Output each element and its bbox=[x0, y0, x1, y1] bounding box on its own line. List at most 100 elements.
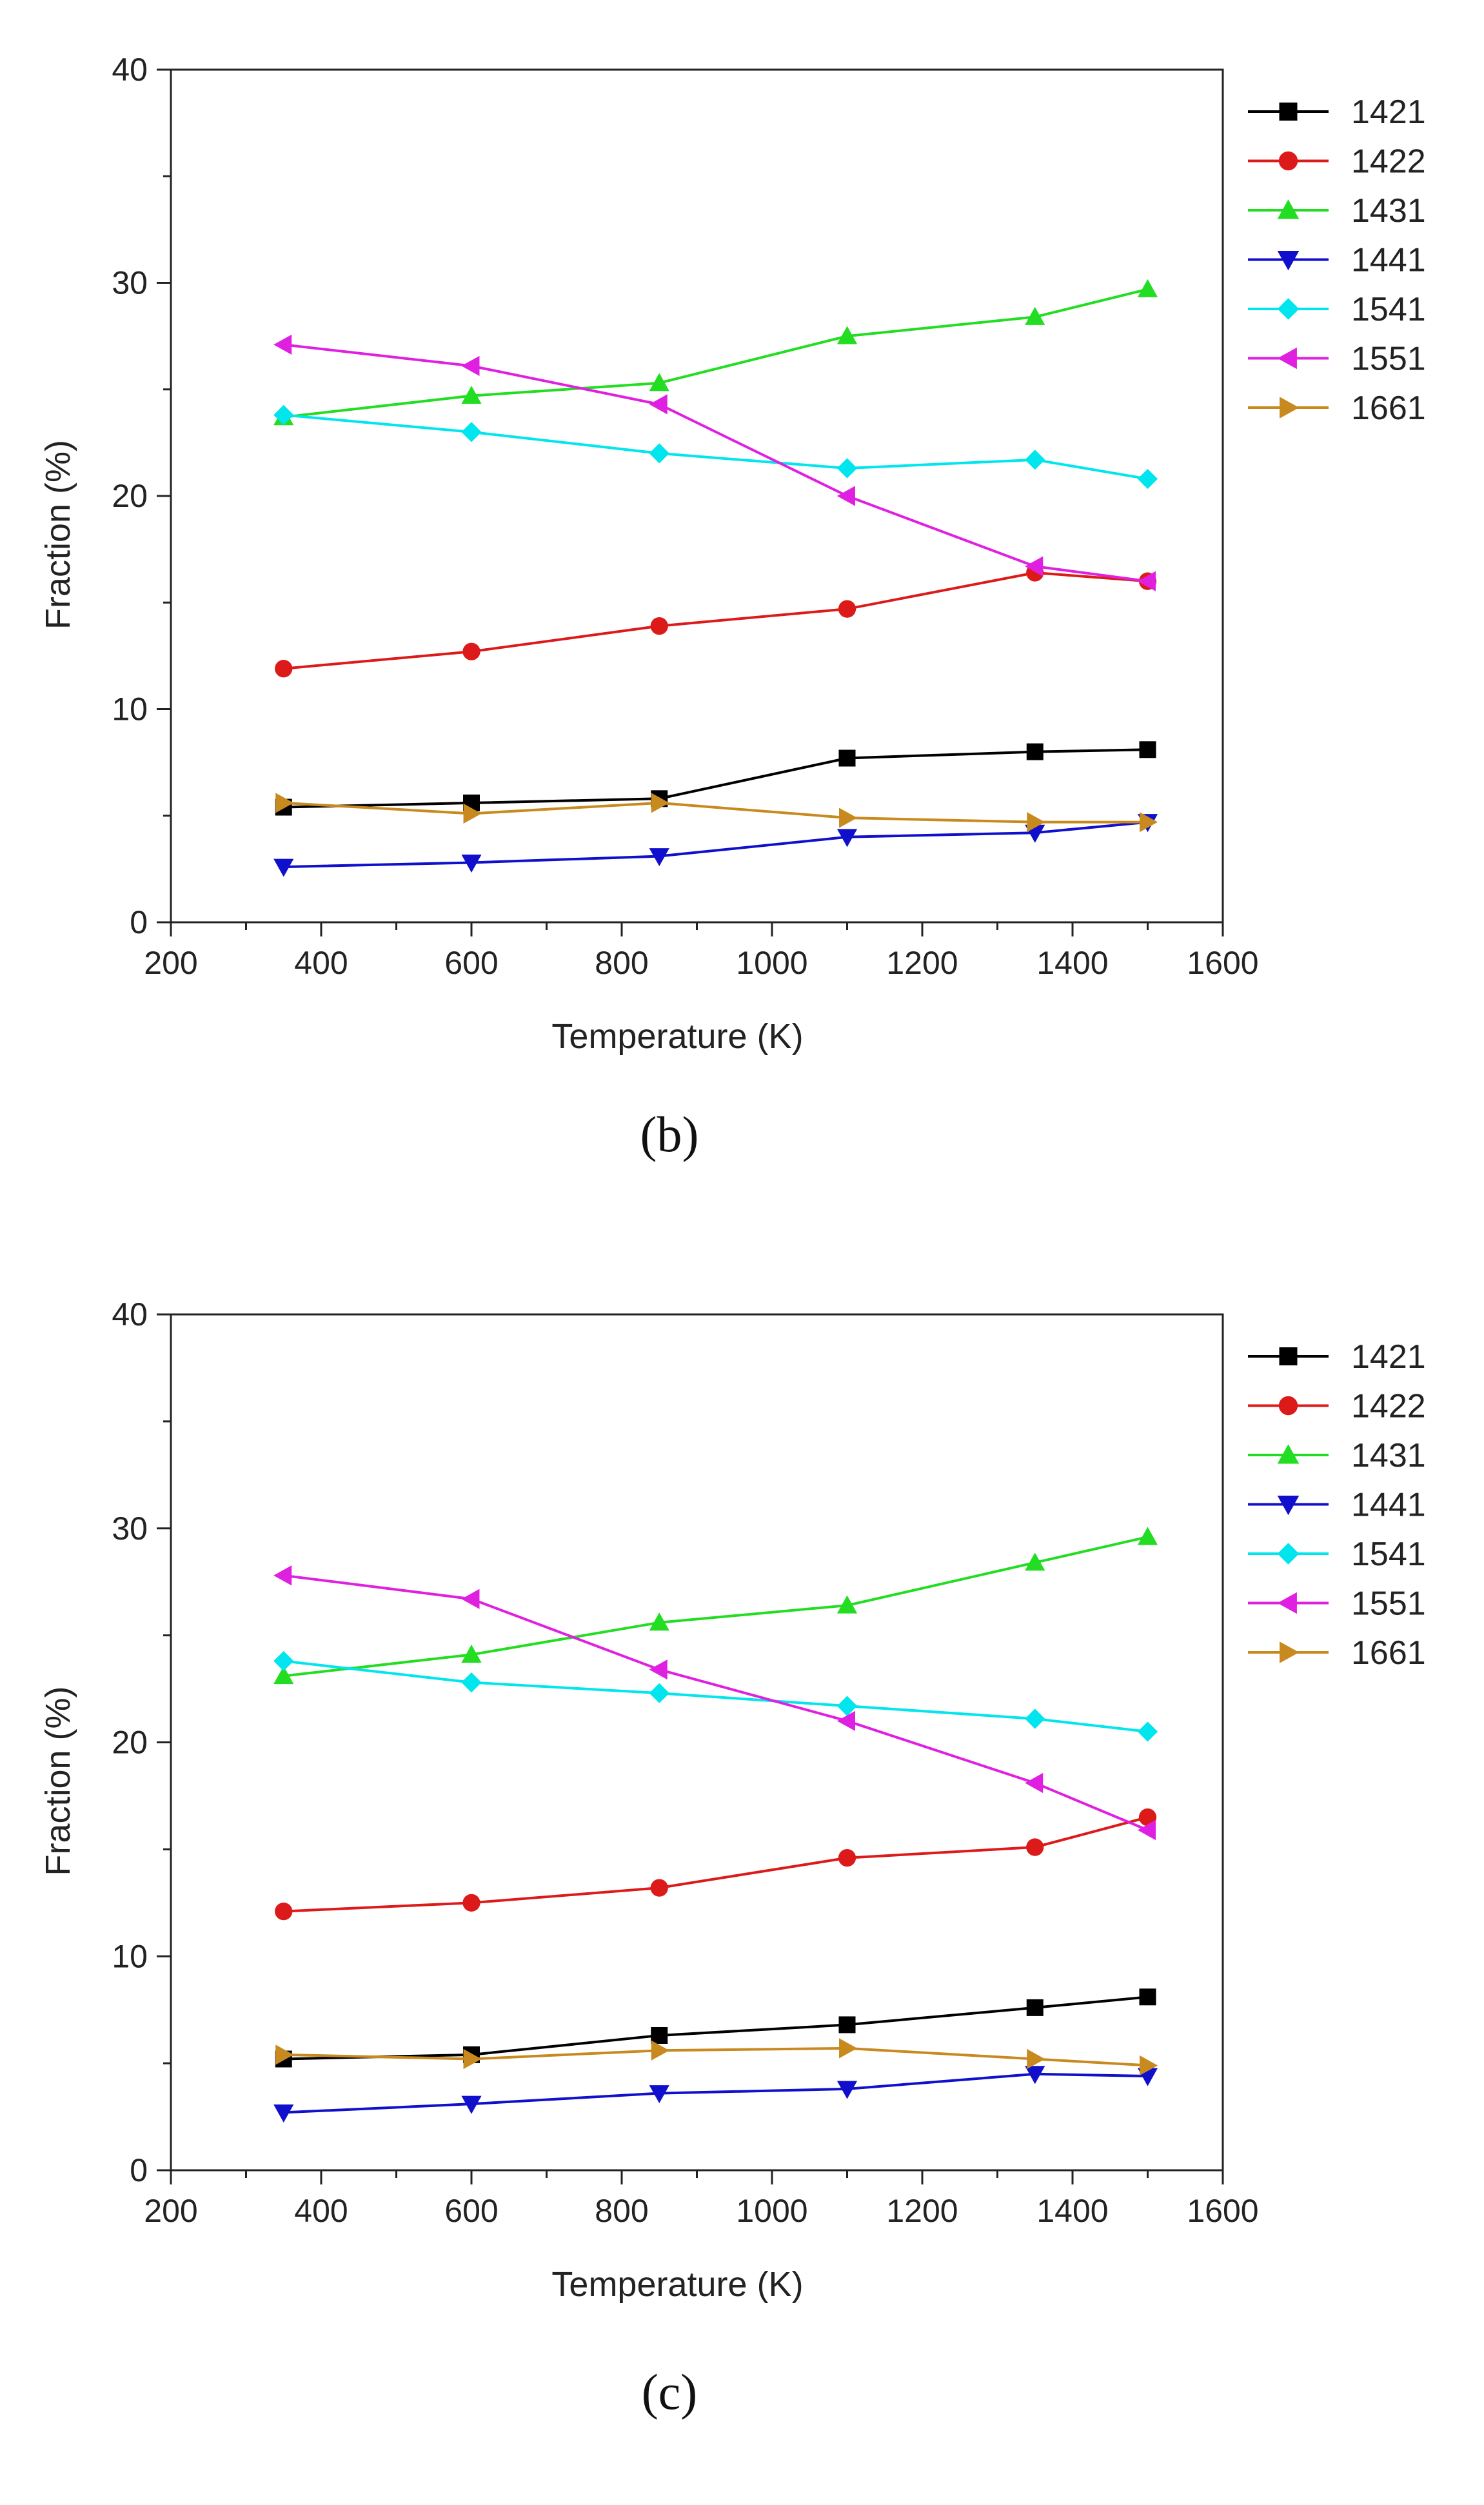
x-axis-title: Temperature (K) bbox=[551, 2265, 803, 2304]
legend-marker bbox=[1277, 298, 1300, 320]
data-point bbox=[649, 848, 669, 867]
data-point bbox=[649, 1659, 668, 1680]
series-line bbox=[283, 748, 1148, 809]
x-tick-label: 800 bbox=[595, 945, 648, 981]
data-point bbox=[839, 2038, 858, 2059]
data-point bbox=[836, 458, 858, 479]
data-point bbox=[273, 2104, 294, 2123]
legend-marker bbox=[1277, 251, 1300, 271]
data-point bbox=[273, 1666, 294, 1685]
legend-item: 1441 bbox=[1248, 242, 1426, 279]
legend-item: 1421 bbox=[1248, 1338, 1426, 1376]
data-point bbox=[649, 1612, 669, 1631]
series-line bbox=[283, 571, 1148, 670]
y-tick-label: 20 bbox=[112, 478, 148, 514]
data-point bbox=[275, 793, 294, 813]
y-tick-label: 40 bbox=[112, 52, 148, 88]
plot-frame bbox=[170, 1313, 1224, 2172]
legend-marker bbox=[1279, 1347, 1298, 1365]
legend-marker bbox=[1278, 151, 1298, 171]
legend-label: 1541 bbox=[1351, 291, 1426, 328]
legend-marker bbox=[1280, 1641, 1300, 1663]
legend-label: 1441 bbox=[1351, 1487, 1426, 1524]
legend-marker bbox=[1280, 397, 1300, 419]
series-1551 bbox=[273, 1565, 1156, 1841]
data-point bbox=[1025, 1772, 1044, 1794]
legend-item: 1551 bbox=[1248, 341, 1426, 378]
legend-marker bbox=[1278, 1396, 1298, 1416]
legend-label: 1661 bbox=[1351, 390, 1426, 427]
series-1431 bbox=[273, 1527, 1158, 1685]
data-point bbox=[1025, 306, 1045, 325]
x-tick-label: 1600 bbox=[1187, 2193, 1258, 2229]
legend: 1421 1422 1431 1441 1541 1551 1661 bbox=[1248, 1338, 1426, 1672]
data-point bbox=[839, 807, 858, 828]
data-point bbox=[1140, 2055, 1158, 2076]
data-point bbox=[838, 600, 856, 618]
series-1551 bbox=[273, 334, 1156, 591]
x-tick-label: 1000 bbox=[736, 2193, 807, 2229]
data-point bbox=[461, 355, 480, 376]
data-point bbox=[649, 2085, 669, 2104]
legend-label: 1422 bbox=[1351, 143, 1426, 181]
data-point bbox=[838, 749, 856, 767]
data-point bbox=[649, 443, 669, 464]
legend-item: 1541 bbox=[1248, 1536, 1426, 1573]
y-tick-label: 30 bbox=[112, 265, 148, 301]
series-1422 bbox=[275, 564, 1157, 678]
legend-item: 1421 bbox=[1248, 94, 1426, 131]
y-axis-title: Fraction (%) bbox=[39, 1686, 77, 1876]
series-line bbox=[283, 1659, 1148, 1733]
legend-label: 1431 bbox=[1351, 192, 1426, 230]
data-point bbox=[838, 2016, 856, 2034]
data-point bbox=[836, 1696, 858, 1716]
series-1441 bbox=[273, 814, 1158, 877]
x-tick-label: 200 bbox=[144, 945, 197, 981]
data-point bbox=[1026, 743, 1044, 760]
x-tick-label: 400 bbox=[294, 2193, 348, 2229]
data-point bbox=[1025, 1552, 1045, 1571]
x-tick-label: 1000 bbox=[736, 945, 807, 981]
data-point bbox=[649, 1683, 669, 1703]
data-point bbox=[273, 858, 294, 877]
legend-label: 1551 bbox=[1351, 341, 1426, 378]
plot-frame bbox=[170, 68, 1224, 924]
x-tick-label: 800 bbox=[595, 2193, 648, 2229]
series-line bbox=[283, 2072, 1148, 2114]
data-point bbox=[649, 373, 669, 391]
legend-label: 1661 bbox=[1351, 1634, 1426, 1672]
legend-marker bbox=[1277, 1496, 1300, 1516]
y-tick-label: 20 bbox=[112, 1725, 148, 1761]
data-point bbox=[838, 1848, 856, 1867]
legend-item: 1431 bbox=[1248, 1437, 1426, 1474]
data-point bbox=[651, 2040, 669, 2061]
data-point bbox=[461, 854, 482, 873]
data-point bbox=[1025, 556, 1044, 577]
series-1431 bbox=[273, 279, 1158, 426]
series-line bbox=[283, 1574, 1149, 1832]
legend-marker bbox=[1277, 1444, 1300, 1464]
legend-marker bbox=[1277, 1592, 1297, 1614]
series-1661 bbox=[275, 793, 1158, 833]
data-point bbox=[1137, 468, 1158, 490]
data-point bbox=[1137, 1527, 1158, 1545]
panel-label: (b) bbox=[640, 1106, 699, 1162]
series-line bbox=[283, 801, 1148, 824]
data-point bbox=[461, 1672, 482, 1693]
data-point bbox=[1027, 812, 1045, 833]
series-line bbox=[283, 820, 1148, 869]
y-tick-label: 10 bbox=[112, 1938, 148, 1974]
data-point bbox=[1137, 1819, 1156, 1841]
x-tick-label: 1400 bbox=[1036, 2193, 1108, 2229]
data-point bbox=[1137, 571, 1156, 591]
data-point bbox=[461, 1589, 480, 1609]
legend-item: 1431 bbox=[1248, 192, 1426, 230]
data-point bbox=[461, 422, 482, 442]
series-line bbox=[283, 413, 1148, 480]
data-point bbox=[836, 1710, 855, 1731]
legend-marker bbox=[1277, 1543, 1300, 1565]
data-point bbox=[651, 2026, 668, 2044]
x-tick-label: 1200 bbox=[886, 2193, 958, 2229]
series-1421 bbox=[275, 1988, 1156, 2068]
legend-label: 1541 bbox=[1351, 1536, 1426, 1573]
